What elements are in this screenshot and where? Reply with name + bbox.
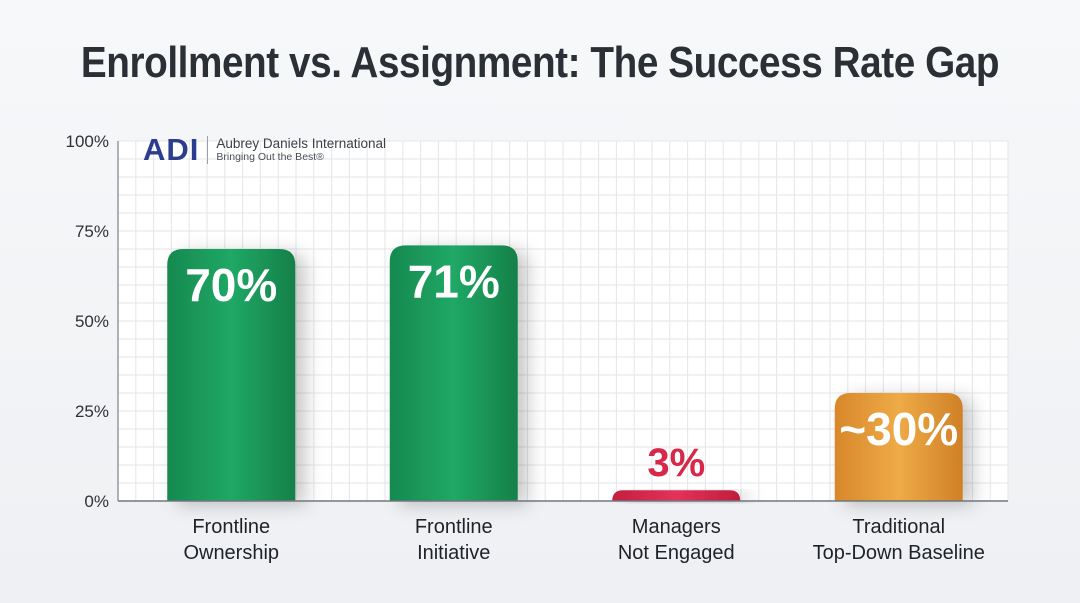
logo-divider: [207, 136, 209, 164]
x-tick-label: Traditional: [852, 516, 945, 538]
bars: 70% 71% 3% ~30%: [118, 245, 1008, 502]
y-axis: 0% 25% 50% 75% 100%: [66, 132, 119, 511]
logo-mark: ADI: [143, 132, 200, 167]
x-tick-label: Ownership: [183, 542, 279, 564]
data-label: 3%: [647, 441, 705, 485]
data-label: ~30%: [839, 403, 958, 455]
y-tick-label: 100%: [66, 132, 109, 151]
bar: [612, 490, 741, 501]
x-tick-label: Frontline: [192, 516, 270, 538]
y-tick-label: 75%: [75, 222, 109, 241]
bar: [167, 249, 296, 501]
chart-title: Enrollment vs. Assignment: The Success R…: [80, 38, 1000, 87]
logo-company-name: Aubrey Daniels International: [216, 136, 386, 151]
y-tick-label: 25%: [75, 402, 109, 421]
y-tick-label: 0%: [84, 492, 109, 511]
x-tick-label: Frontline: [415, 516, 493, 538]
data-label: 71%: [408, 255, 500, 307]
x-tick-label: Top-Down Baseline: [813, 542, 985, 564]
logo-text: Aubrey Daniels International Bringing Ou…: [216, 136, 386, 164]
x-tick-label: Not Engaged: [618, 542, 735, 564]
data-label: 70%: [185, 259, 277, 311]
bar: [834, 393, 963, 501]
adi-logo: ADI Aubrey Daniels International Bringin…: [143, 134, 386, 166]
x-tick-label: Initiative: [417, 542, 490, 564]
x-tick-label: Managers: [632, 516, 721, 538]
y-tick-label: 50%: [75, 312, 109, 331]
logo-tagline: Bringing Out the Best®: [216, 151, 324, 163]
bar: [389, 245, 518, 501]
x-axis: Frontline Ownership Frontline Initiative Man…: [183, 516, 984, 564]
